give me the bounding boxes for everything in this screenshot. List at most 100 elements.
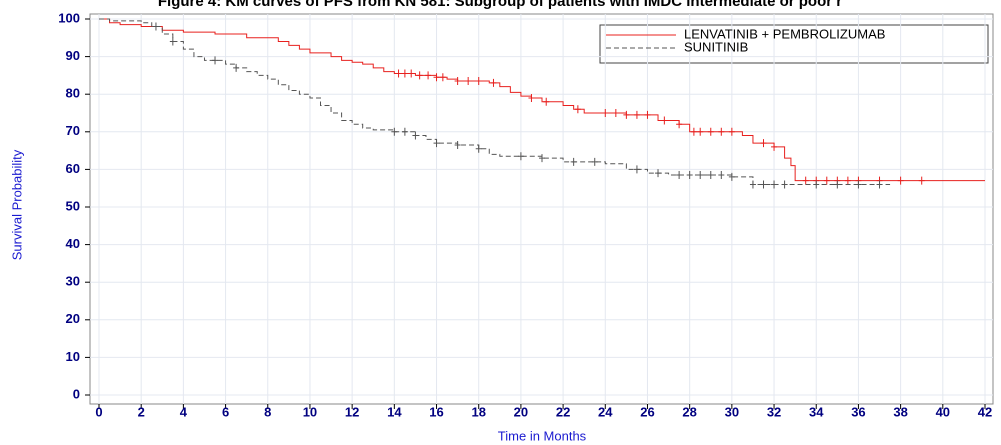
censor-mark <box>454 77 461 86</box>
x-tick-label: 26 <box>640 404 654 419</box>
censor-mark <box>718 171 725 180</box>
censor-mark <box>697 171 704 180</box>
x-tick-label: 6 <box>222 404 229 419</box>
censor-mark <box>697 127 704 136</box>
censor-mark <box>855 180 862 189</box>
chart-title: Figure 4: KM curves of PFS from KN 581: … <box>158 0 842 10</box>
censor-mark <box>401 69 408 78</box>
censor-mark <box>465 77 472 86</box>
y-tick-label: 50 <box>66 198 80 213</box>
censor-mark <box>543 97 550 106</box>
y-tick-label: 10 <box>66 349 80 364</box>
censor-mark <box>528 93 535 102</box>
censor-mark <box>408 69 415 78</box>
censor-mark <box>760 139 767 148</box>
censor-mark <box>844 176 851 185</box>
x-tick-label: 42 <box>978 404 992 419</box>
censor-mark <box>539 154 545 163</box>
x-tick-label: 14 <box>387 404 402 419</box>
censor-mark <box>395 69 402 78</box>
censor-mark <box>644 110 651 119</box>
x-tick-label: 34 <box>809 404 824 419</box>
censor-mark <box>686 171 693 180</box>
censor-mark <box>655 169 662 178</box>
y-tick-label: 40 <box>66 236 80 251</box>
censor-mark <box>771 142 778 151</box>
legend-label: LENVATINIB + PEMBROLIZUMAB <box>684 26 885 41</box>
x-tick-label: 28 <box>682 404 696 419</box>
x-tick-label: 0 <box>95 404 102 419</box>
censor-mark <box>169 37 176 46</box>
censor-mark <box>401 127 408 136</box>
censor-mark <box>633 110 640 119</box>
x-tick-label: 2 <box>138 404 145 419</box>
x-tick-label: 10 <box>303 404 317 419</box>
y-tick-label: 80 <box>66 86 80 101</box>
censor-mark <box>760 180 767 189</box>
censor-mark <box>781 180 788 189</box>
censor-mark <box>412 131 419 140</box>
censor-mark <box>676 171 683 180</box>
x-tick-label: 12 <box>345 404 359 419</box>
censor-mark <box>612 109 619 117</box>
censor-mark <box>517 152 524 161</box>
censor-mark <box>876 180 883 189</box>
censor-mark <box>591 157 598 166</box>
legend-label: SUNITINIB <box>684 39 748 54</box>
censor-mark <box>676 120 683 129</box>
x-tick-label: 40 <box>936 404 950 419</box>
survival-curve <box>99 18 985 182</box>
censor-mark <box>633 165 640 174</box>
x-tick-label: 20 <box>514 404 528 419</box>
censor-mark <box>433 73 440 82</box>
censor-mark <box>823 176 830 185</box>
censor-mark <box>718 127 725 136</box>
x-tick-label: 38 <box>893 404 907 419</box>
censor-mark <box>570 157 577 166</box>
x-tick-label: 22 <box>556 404 570 419</box>
censor-mark <box>690 127 697 136</box>
y-tick-label: 70 <box>66 123 80 138</box>
x-tick-label: 8 <box>264 404 271 419</box>
censor-mark <box>574 105 581 114</box>
censor-mark <box>416 71 423 80</box>
y-tick-label: 60 <box>66 161 80 176</box>
x-axis-title: Time in Months <box>498 428 587 443</box>
censor-mark <box>728 172 735 181</box>
censor-mark <box>813 180 820 189</box>
x-tick-label: 32 <box>767 404 781 419</box>
x-tick-label: 18 <box>471 404 485 419</box>
censor-mark <box>728 127 735 136</box>
plot-frame <box>89 13 994 405</box>
y-tick-label: 100 <box>58 10 80 25</box>
censor-mark <box>802 176 809 185</box>
y-tick-label: 30 <box>66 274 80 289</box>
censor-mark <box>623 110 630 119</box>
censor-mark <box>771 180 778 189</box>
x-tick-label: 4 <box>180 404 188 419</box>
censor-mark <box>707 171 714 180</box>
censor-mark <box>707 127 714 136</box>
censor-mark <box>152 22 159 31</box>
censor-mark <box>439 73 446 82</box>
censor-mark <box>490 78 497 87</box>
y-tick-label: 90 <box>66 48 80 63</box>
censor-mark <box>475 77 482 86</box>
censor-mark <box>749 180 756 189</box>
censor-mark <box>661 116 668 125</box>
x-tick-label: 30 <box>725 404 739 419</box>
censor-mark <box>433 139 440 148</box>
y-tick-label: 20 <box>66 311 80 326</box>
censor-mark <box>475 144 482 153</box>
censor-mark <box>425 71 432 80</box>
censor-mark <box>391 127 398 136</box>
x-tick-label: 36 <box>851 404 865 419</box>
censor-mark <box>834 180 841 189</box>
censor-mark <box>918 176 925 185</box>
censor-mark <box>233 63 240 72</box>
survival-curve <box>99 18 891 185</box>
x-tick-label: 16 <box>429 404 443 419</box>
censor-mark <box>454 140 461 149</box>
censor-mark <box>602 109 609 117</box>
